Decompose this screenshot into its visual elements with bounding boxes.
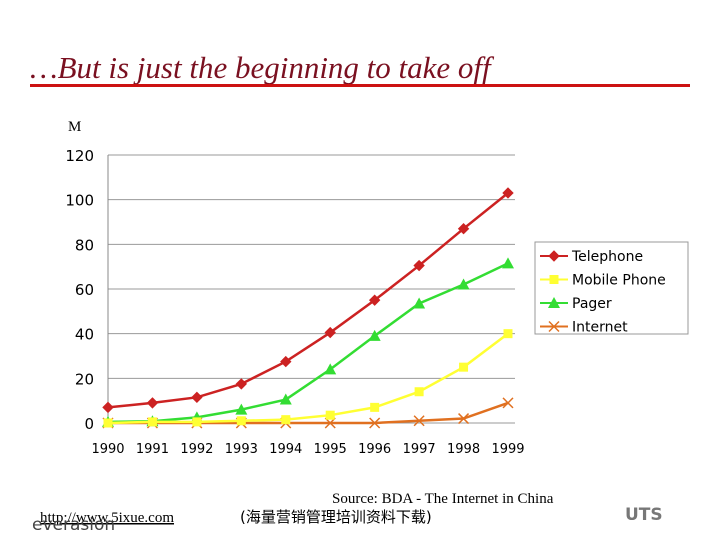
marker <box>413 259 425 272</box>
y-axis-label: M <box>68 119 81 135</box>
x-tick-label: 1994 <box>269 442 302 457</box>
legend-marker <box>548 320 560 333</box>
y-tick-label: 40 <box>75 326 94 344</box>
x-tick-label: 1996 <box>358 442 391 457</box>
x-tick-label: 1995 <box>314 442 347 457</box>
marker <box>102 401 114 414</box>
marker <box>324 326 336 339</box>
marker <box>235 403 248 415</box>
x-tick-label: 1990 <box>91 442 124 457</box>
legend-box <box>534 241 689 335</box>
marker <box>502 257 514 269</box>
x-tick-label: 1993 <box>225 442 258 457</box>
marker <box>147 417 157 427</box>
source: Source: BDA - The Internet in China <box>332 491 554 507</box>
x-tick-label: 1999 <box>491 442 524 457</box>
legend-marker <box>549 275 559 284</box>
marker <box>192 417 202 427</box>
y-tick-label: 80 <box>75 236 94 254</box>
marker <box>368 329 381 341</box>
y-tick-label: 20 <box>75 370 94 388</box>
x-tick-label: 1997 <box>403 442 436 457</box>
marker <box>370 402 380 412</box>
title-underline <box>30 84 690 87</box>
note: (海量营销管理培训资料下载) <box>240 508 432 526</box>
marker <box>369 417 381 429</box>
marker <box>281 415 291 425</box>
y-tick-label: 120 <box>65 147 94 165</box>
legend-label: Pager <box>572 296 612 312</box>
marker <box>191 391 203 404</box>
marker <box>103 418 113 428</box>
marker <box>458 413 470 425</box>
marker <box>459 362 469 372</box>
marker <box>325 410 335 420</box>
series-line <box>107 332 509 425</box>
marker <box>280 355 292 368</box>
y-tick-label: 60 <box>75 281 94 299</box>
marker <box>146 397 159 409</box>
marker <box>457 278 470 290</box>
legend-label: Telephone <box>571 249 643 265</box>
marker <box>413 297 426 309</box>
marker <box>235 378 248 390</box>
logo-left: everasion <box>32 515 115 535</box>
legend-label: Mobile Phone <box>572 273 666 289</box>
series-line <box>107 262 509 424</box>
marker <box>413 415 425 427</box>
marker <box>279 393 292 405</box>
x-tick-label: 1991 <box>136 442 169 457</box>
chart-title: …But is just the beginning to take off <box>30 50 495 85</box>
marker <box>368 294 381 306</box>
series-line <box>107 191 509 409</box>
marker <box>502 397 514 409</box>
legend-label: Internet <box>572 320 628 336</box>
y-tick-label: 100 <box>65 192 94 210</box>
legend-marker <box>548 297 560 308</box>
marker <box>502 187 514 199</box>
url[interactable]: http://www.5ixue.com <box>40 510 174 526</box>
logo-right: UTS <box>625 505 663 525</box>
y-tick-label: 0 <box>84 415 94 433</box>
legend-marker <box>548 250 560 262</box>
marker <box>457 222 470 235</box>
x-tick-label: 1992 <box>180 442 213 457</box>
x-tick-label: 1998 <box>447 442 480 457</box>
marker <box>503 329 513 339</box>
marker <box>324 363 337 375</box>
marker <box>414 387 424 397</box>
marker <box>236 416 246 426</box>
